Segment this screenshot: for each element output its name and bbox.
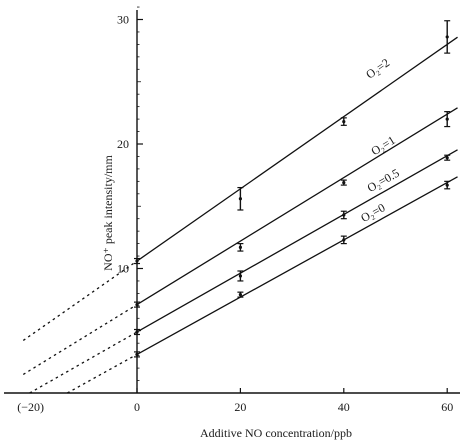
x-tick-label-40: 40	[338, 400, 350, 414]
y-tick-label-10: 10	[117, 262, 129, 276]
data-point-3-3	[445, 183, 449, 187]
series-extrapolation-0	[22, 260, 138, 341]
series-line-1	[136, 107, 458, 306]
y-tick-label-20: 20	[117, 137, 129, 151]
series-label-0: O₂=2	[363, 55, 392, 81]
axes	[4, 10, 460, 394]
series-line-3	[136, 176, 458, 355]
series-line-2	[136, 149, 458, 333]
data-point-1-0	[135, 303, 139, 307]
series-layer: O₂=2 O₂=1 O₂=0.5O₂=0	[22, 20, 458, 394]
data-point-2-2	[342, 213, 346, 217]
series-3: O₂=0	[67, 176, 458, 394]
x-tick-label-60: 60	[441, 400, 453, 414]
series-1: O₂=1	[22, 107, 458, 376]
data-point-1-3	[445, 117, 449, 121]
series-line-0	[136, 36, 458, 262]
data-point-3-0	[135, 352, 139, 357]
series-extrapolation-1	[22, 304, 138, 376]
tick-marks: 0 20 40 60 (−20) 10 20 30	[17, 6, 453, 414]
series-label-1: O₂=1	[368, 133, 397, 158]
data-point-2-1	[238, 274, 242, 278]
data-point-1-1	[238, 245, 242, 249]
data-point-2-0	[135, 330, 139, 334]
data-point-2-3	[445, 156, 449, 160]
x-axis-label: Additive NO concentration/ppb	[200, 426, 352, 440]
y-axis-label: NO⁺ peak intensity/mm	[101, 155, 115, 271]
data-point-0-3	[445, 35, 449, 39]
x-tick-label-20: 20	[234, 400, 246, 414]
data-point-1-2	[342, 180, 346, 185]
series-extrapolation-3	[67, 353, 138, 394]
series-extrapolation-2	[29, 331, 138, 394]
data-point-3-1	[238, 293, 242, 297]
data-point-0-1	[238, 197, 242, 201]
data-point-0-0	[135, 259, 139, 263]
y-tick-label-30: 30	[117, 13, 129, 27]
series-label-2: O₂=0.5	[365, 166, 402, 195]
data-point-0-2	[342, 119, 346, 124]
data-point-3-2	[342, 238, 346, 242]
x-tick-label-0: 0	[134, 400, 140, 414]
x-tick-label-neg20: (−20)	[17, 400, 44, 414]
